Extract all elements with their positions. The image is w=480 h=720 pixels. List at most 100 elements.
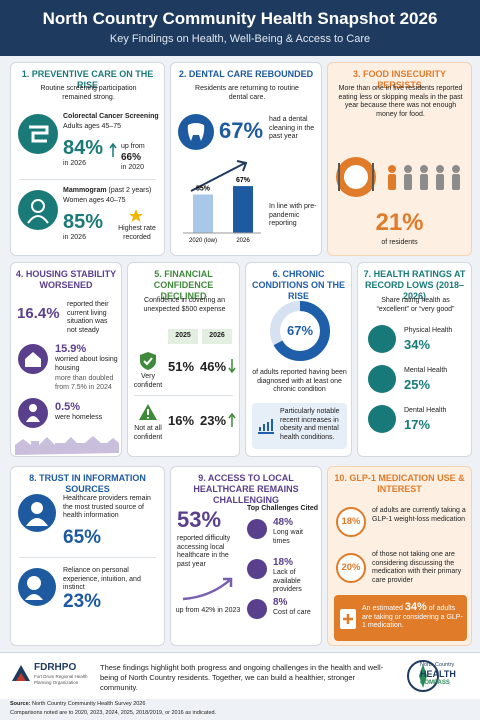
text: More than one in five residents reported… xyxy=(338,85,463,118)
icon xyxy=(18,494,56,532)
card-access: 9. ACCESS TO LOCAL HEALTHCARE REMAINS CH… xyxy=(170,466,322,646)
decoration xyxy=(388,174,396,190)
label: Cost of care xyxy=(273,609,311,616)
bar-label: 55% xyxy=(196,186,211,193)
callout: An estimated 34% of adults are taking or… xyxy=(334,595,467,641)
footer: FDRHPO Fort Drum Regional Health Plannin… xyxy=(0,652,480,699)
arrow xyxy=(109,143,117,157)
card-title: 5. FINANCIAL CONFIDENCE DECLINED xyxy=(153,269,214,301)
decoration xyxy=(419,664,427,688)
icon xyxy=(178,114,214,150)
icon xyxy=(340,609,356,629)
stat: 34% xyxy=(404,601,427,613)
header: North Country Community Health Snapshot … xyxy=(0,0,480,56)
card-chronic: 6. CHRONIC CONDITIONS ON THE RISE 67% of… xyxy=(245,262,352,457)
subtitle: Top Challenges Cited xyxy=(247,505,319,512)
decoration xyxy=(109,143,117,157)
stat: 8% xyxy=(273,597,288,608)
decoration xyxy=(129,209,143,222)
decoration xyxy=(452,165,460,173)
stat: 0.5% xyxy=(55,401,81,413)
card-food: 3. FOOD INSECURITY PERSISTS More than on… xyxy=(327,62,472,256)
intro: Share rating health as “excellent” or “v… xyxy=(376,297,455,313)
card-title: 8. TRUST IN INFORMATION SOURCES xyxy=(29,473,146,494)
decoration xyxy=(420,165,428,173)
intro: Residents are returning to routine denta… xyxy=(195,85,299,101)
decoration xyxy=(388,165,396,190)
stat: 48% xyxy=(273,517,294,528)
logo-icon xyxy=(407,660,439,692)
intro: Routine screening participation remained… xyxy=(40,85,137,101)
decoration xyxy=(228,413,236,427)
decoration xyxy=(143,357,153,366)
stat: 16% xyxy=(168,413,195,428)
icon xyxy=(139,404,157,420)
stat: 21% xyxy=(375,209,424,236)
row-label: Very confident xyxy=(133,373,163,389)
icon xyxy=(18,190,58,230)
icon xyxy=(18,114,58,154)
challenges-list: 48% Long wait times 18% Lack of available p… xyxy=(245,517,321,643)
stat: 18% xyxy=(273,557,294,568)
note: up from 42% in 2023 xyxy=(175,607,241,614)
logo-text: HEALTH xyxy=(420,669,456,679)
x-label: 2026 xyxy=(236,238,250,244)
icon xyxy=(247,559,267,579)
stat: 51% xyxy=(168,359,195,374)
decoration xyxy=(344,165,368,189)
stat: 84% xyxy=(63,137,104,159)
icon xyxy=(368,405,396,433)
text: of those not taking one are considering … xyxy=(372,551,462,584)
card-title: 4. HOUSING STABILITY WORSENED xyxy=(15,269,117,290)
decoration xyxy=(436,174,444,190)
text: Healthcare providers remain the most tru… xyxy=(63,495,151,519)
decoration xyxy=(31,502,43,514)
card-title: 1. PREVENTIVE CARE ON THE RISE xyxy=(21,69,154,90)
card-title: 2. DENTAL CARE REBOUNDED xyxy=(178,69,314,79)
card-title: 3. FOOD INSECURITY PERSISTS xyxy=(352,69,446,90)
card-preventive: 1. PREVENTIVE CARE ON THE RISE Routine s… xyxy=(10,62,165,256)
icon xyxy=(368,365,396,393)
comparisons: Comparisons noted are to 2020, 2023, 202… xyxy=(10,710,217,716)
trend-arrow xyxy=(190,160,248,192)
card-financial: 5. FINANCIAL CONFIDENCE DECLINED Confide… xyxy=(127,262,240,457)
label: (past 2 years) xyxy=(108,187,152,194)
decoration xyxy=(27,576,41,590)
label: were homeless xyxy=(55,414,103,421)
label: in 2026 xyxy=(63,234,86,241)
text: Reliance on personal experience, intuiti… xyxy=(63,567,141,591)
bar-label: 67% xyxy=(236,177,251,184)
bar xyxy=(233,186,253,233)
intro: Confidence in covering an unexpected $50… xyxy=(143,297,226,313)
bar xyxy=(193,194,213,233)
row-label: Not at all confident xyxy=(133,425,163,441)
skyline xyxy=(15,436,119,455)
decoration xyxy=(29,125,49,143)
note: In line with pre-pandemic reporting xyxy=(269,203,317,227)
decoration xyxy=(18,190,58,230)
icon xyxy=(18,344,48,374)
label: Physical Health xyxy=(404,327,453,334)
arrow-down xyxy=(228,359,236,373)
arrow-up xyxy=(228,413,236,427)
stat: 67% xyxy=(219,118,264,143)
stat: 17% xyxy=(404,417,431,432)
decoration xyxy=(16,673,26,681)
note: more than doubled from 7.5% in 2024 xyxy=(55,375,114,391)
decoration xyxy=(25,352,41,367)
card-title: 7. HEALTH RATINGS AT RECORD LOWS (2018–2… xyxy=(363,269,466,301)
stat: 23% xyxy=(63,591,102,612)
label: North Country Community Health Survey 20… xyxy=(32,701,146,707)
ratings-list: Physical Health 34% Mental Health 25% Dental… xyxy=(358,321,473,451)
decoration xyxy=(452,174,460,190)
label: up from xyxy=(121,143,145,150)
stat: 23% xyxy=(200,413,227,428)
label: in 2026 xyxy=(63,160,86,167)
icon xyxy=(18,568,56,606)
decoration xyxy=(25,594,43,600)
label: Mammogram xyxy=(63,187,107,194)
card-title: 9. ACCESS TO LOCAL HEALTHCARE REMAINS CH… xyxy=(193,473,299,505)
note: Particularly notable recent increases in… xyxy=(280,408,340,441)
logo-text: North Country xyxy=(420,662,455,668)
label: Women ages 40–75 xyxy=(63,197,126,204)
